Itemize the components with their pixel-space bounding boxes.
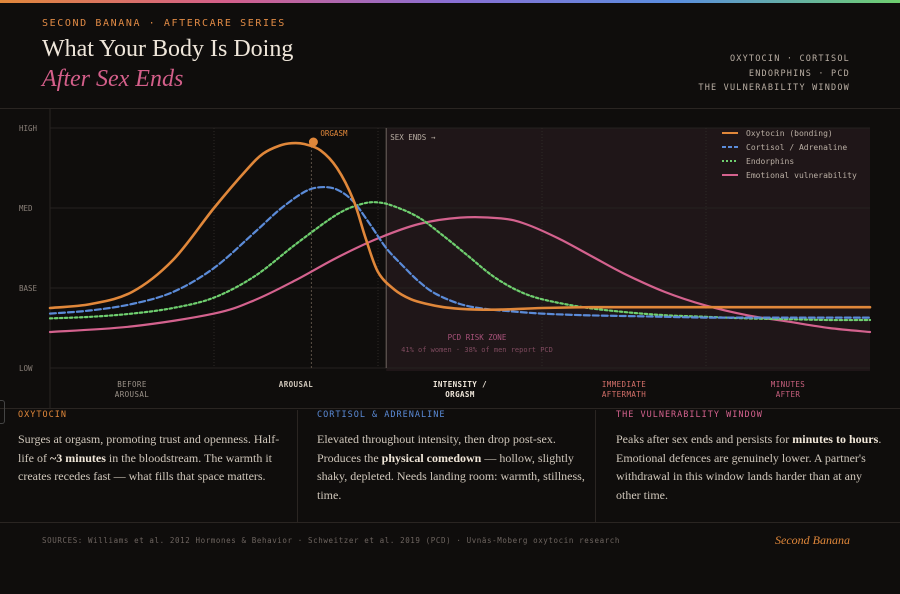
phase-label: IMMEDIATE	[602, 380, 646, 389]
panel-oxytocin: OXYTOCIN Surges at orgasm, promoting tru…	[18, 410, 288, 520]
rainbow-accent-bar	[0, 0, 900, 3]
y-tick-label: LOW	[19, 364, 33, 373]
topic-list: OXYTOCIN · CORTISOL ENDORPHINS · PCD THE…	[698, 52, 850, 96]
legend-entry: Cortisol / Adrenaline	[746, 143, 847, 152]
panel-heading: THE VULNERABILITY WINDOW	[616, 410, 763, 420]
panel-emphasis: minutes to hours	[792, 432, 879, 446]
panel-heading: CORTISOL & ADRENALINE	[317, 410, 446, 420]
orgasm-label: ORGASM	[320, 129, 348, 138]
phase-label: AFTER	[776, 390, 801, 399]
series-line	[48, 141, 872, 312]
panel-text-segment: Peaks after sex ends and persists for	[616, 432, 793, 446]
divider	[0, 522, 900, 523]
page-subtitle: After Sex Ends	[42, 66, 184, 92]
page-title: What Your Body Is Doing	[42, 36, 294, 62]
divider	[595, 410, 596, 522]
panel-cortisol: CORTISOL & ADRENALINE Elevated throughou…	[317, 410, 587, 520]
panel-text-segment: . Emotional defences are genuinely lower…	[616, 432, 882, 502]
topic-item: THE VULNERABILITY WINDOW	[698, 83, 850, 93]
panel-vulnerability: THE VULNERABILITY WINDOW Peaks after sex…	[616, 410, 886, 520]
divider	[0, 408, 900, 409]
phase-label: AFTERMATH	[602, 390, 646, 399]
pcd-zone-shade	[386, 128, 870, 371]
side-tab-handle[interactable]	[0, 400, 5, 424]
sources-note: SOURCES: Williams et al. 2012 Hormones &…	[42, 536, 621, 545]
series-line	[48, 185, 872, 319]
phase-label: INTENSITY /	[433, 380, 487, 389]
panel-heading: OXYTOCIN	[18, 410, 67, 420]
series-line	[48, 216, 872, 334]
sex-ends-label: SEX ENDS →	[390, 133, 436, 142]
phase-label: MINUTES	[771, 380, 805, 389]
divider	[0, 108, 900, 109]
phase-label: BEFORE	[117, 380, 147, 389]
panel-emphasis: physical comedown	[381, 450, 482, 465]
pcd-zone-title: PCD RISK ZONE	[448, 333, 507, 342]
pcd-zone-subtitle: 41% of women · 38% of men report PCD	[401, 346, 553, 354]
panel-text-segment: Surges at orgasm, promoting trust and op…	[18, 432, 280, 465]
y-tick-label: HIGH	[19, 124, 38, 133]
phase-label: AROUSAL	[279, 380, 313, 389]
panel-text: Surges at orgasm, promoting trust and op…	[18, 430, 288, 486]
panel-emphasis: ~3 minutes	[50, 450, 106, 465]
phase-label: AROUSAL	[115, 390, 149, 399]
legend-entry: Emotional vulnerability	[746, 171, 857, 180]
panel-text-segment: — hollow, slightly shaky, depleted. Need…	[317, 450, 585, 502]
panel-text: Elevated throughout intensity, then drop…	[317, 430, 587, 504]
y-tick-label: MED	[19, 204, 33, 213]
phase-label: ORGASM	[445, 390, 475, 399]
y-tick-label: BASE	[19, 284, 38, 293]
series-tag: SECOND BANANA · AFTERCARE SERIES	[42, 18, 286, 29]
legend-entry: Endorphins	[746, 157, 794, 166]
panel-text-segment: in the bloodstream. The warmth it create…	[18, 450, 272, 484]
divider	[297, 410, 298, 522]
orgasm-peak-marker	[308, 137, 318, 147]
legend-entry: Oxytocin (bonding)	[746, 129, 833, 138]
panel-text: Peaks after sex ends and persists for mi…	[616, 430, 886, 504]
topic-item: OXYTOCIN · CORTISOL	[729, 54, 850, 64]
topic-item: ENDORPHINS · PCD	[748, 68, 850, 79]
panel-text-segment: Elevated throughout intensity, then drop…	[317, 432, 556, 465]
brand-logo-text: Second Banana	[775, 533, 850, 547]
